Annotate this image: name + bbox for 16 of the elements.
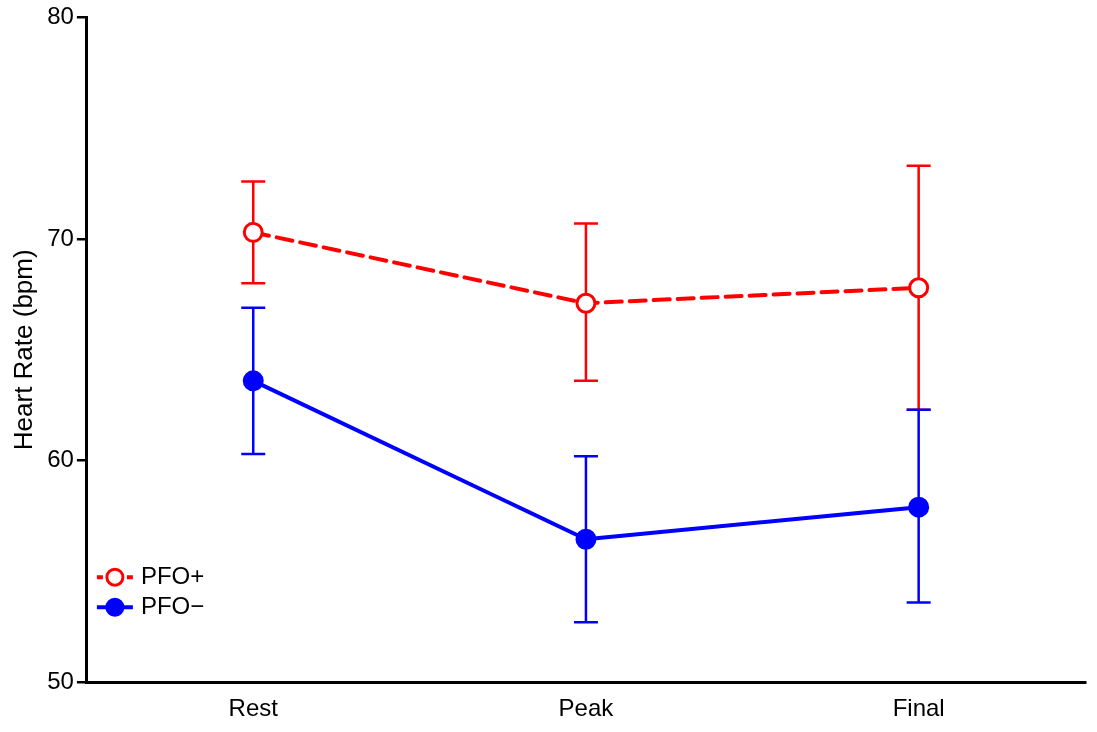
- point: [242, 221, 264, 243]
- y-tick-label: 50: [47, 666, 74, 694]
- point: [575, 528, 597, 550]
- point: [908, 496, 930, 518]
- legend-label: PFO+: [140, 561, 205, 589]
- x-tick-label: Rest: [228, 694, 279, 722]
- legend-label: PFO−: [140, 591, 205, 619]
- point: [575, 292, 597, 314]
- point: [908, 277, 930, 299]
- point: [242, 370, 264, 392]
- y-axis-title: Heart Rate (bpm): [7, 249, 38, 451]
- y-tick-label: 80: [47, 2, 74, 30]
- x-tick-label: Final: [892, 694, 945, 722]
- y-tick-label: 60: [47, 445, 74, 473]
- x-tick-label: Peak: [558, 694, 615, 722]
- y-tick-label: 70: [47, 223, 74, 251]
